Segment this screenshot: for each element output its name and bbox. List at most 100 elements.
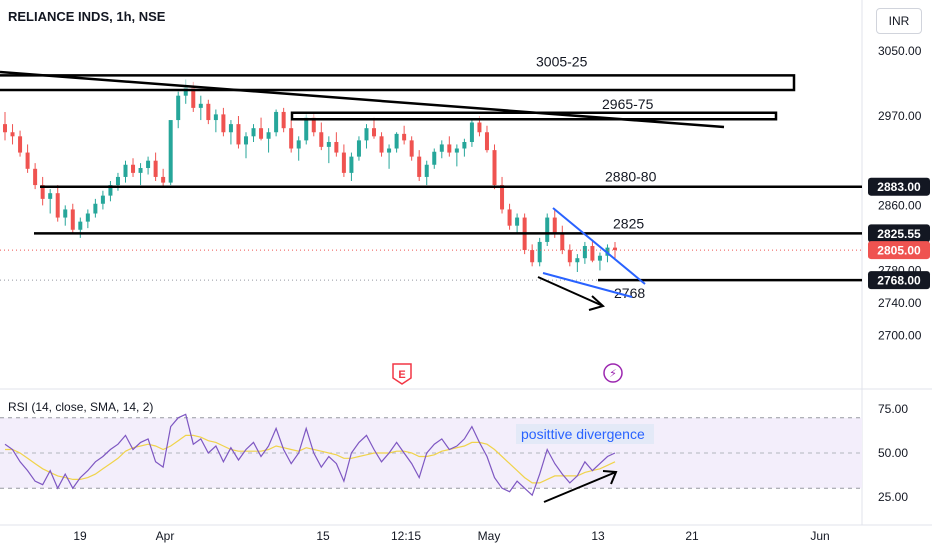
candle-body bbox=[281, 111, 286, 129]
candle-body bbox=[537, 241, 542, 263]
candle-body bbox=[484, 132, 489, 151]
candle-body bbox=[85, 213, 90, 222]
candle-body bbox=[605, 247, 610, 256]
rsi-arrow-shaft bbox=[543, 471, 617, 503]
candle-body bbox=[191, 87, 196, 108]
candle-body bbox=[3, 124, 7, 133]
candle-body bbox=[176, 95, 181, 121]
candle-body bbox=[462, 142, 467, 149]
candle-body bbox=[402, 133, 407, 141]
candle-body bbox=[93, 203, 98, 214]
price-tick-label: 2700.00 bbox=[878, 328, 922, 342]
candle-body bbox=[304, 117, 309, 141]
zone-label-3005-25: 3005-25 bbox=[536, 53, 588, 69]
price-label-box bbox=[868, 271, 930, 290]
candle-body bbox=[597, 255, 602, 261]
candle-body bbox=[138, 168, 143, 173]
candle-body bbox=[100, 195, 105, 204]
candle-body bbox=[515, 217, 520, 226]
candle-body bbox=[198, 103, 203, 108]
price-tick-label: 2740.00 bbox=[878, 296, 922, 310]
rsi-tick-label: 75.00 bbox=[878, 402, 908, 416]
candle-body bbox=[289, 128, 294, 149]
candle-body bbox=[545, 217, 550, 242]
candle-body bbox=[372, 128, 377, 137]
candle-body bbox=[40, 185, 45, 199]
price-label-box bbox=[868, 177, 930, 196]
candle-body bbox=[613, 247, 617, 251]
candle-body bbox=[582, 246, 587, 259]
candle-body bbox=[326, 142, 331, 147]
candle-body bbox=[477, 122, 482, 133]
candle-body bbox=[379, 136, 384, 153]
candle-body bbox=[356, 140, 361, 157]
candle-body bbox=[349, 156, 354, 173]
candle-body bbox=[251, 128, 256, 137]
earnings-icon[interactable]: E bbox=[392, 363, 412, 385]
zone-label-2965-75: 2965-75 bbox=[602, 96, 654, 112]
candle-body bbox=[567, 250, 572, 263]
rsi-band bbox=[0, 417, 862, 489]
candle-body bbox=[454, 148, 459, 153]
candle-body bbox=[221, 114, 226, 133]
time-tick-label: 12:15 bbox=[391, 529, 421, 543]
dividend-icon[interactable]: ⚡ bbox=[603, 363, 623, 383]
candle-body bbox=[183, 87, 188, 96]
candle-body bbox=[161, 176, 166, 183]
candle-body bbox=[469, 122, 474, 142]
candle-body bbox=[206, 103, 211, 121]
candle-body bbox=[447, 144, 452, 153]
level-label-2880-80: 2880-80 bbox=[605, 169, 657, 185]
candle-body bbox=[266, 132, 271, 139]
price-tick-label: 2860.00 bbox=[878, 198, 922, 212]
price-label-2883.00: 2883.00 bbox=[877, 180, 921, 194]
candle-body bbox=[552, 217, 557, 234]
candle-body bbox=[10, 132, 15, 137]
candle-body bbox=[492, 150, 497, 186]
candle-body bbox=[213, 114, 218, 121]
candle-body bbox=[18, 136, 23, 153]
earnings-icon-letter: E bbox=[398, 369, 405, 381]
candle-body bbox=[417, 156, 422, 177]
price-label-box bbox=[868, 241, 930, 260]
candle-body bbox=[70, 209, 75, 230]
candle-body bbox=[432, 151, 437, 165]
time-tick-label: Jun bbox=[810, 529, 829, 543]
wedge-lower-line bbox=[542, 272, 633, 298]
candle-body bbox=[25, 152, 30, 169]
candle-body bbox=[575, 258, 580, 263]
candle-body bbox=[364, 128, 369, 141]
candle-body bbox=[115, 176, 120, 186]
candle-body bbox=[228, 124, 233, 133]
candle-body bbox=[168, 120, 173, 183]
rsi-line bbox=[4, 413, 616, 497]
candle-body bbox=[319, 132, 324, 147]
rsi-legend: RSI (14, close, SMA, 14, 2) bbox=[8, 400, 154, 414]
candle-body bbox=[439, 144, 444, 152]
level-label-2768: 2768 bbox=[614, 285, 645, 301]
candle-body bbox=[55, 193, 60, 218]
candle-body bbox=[63, 209, 68, 218]
time-tick-label: Apr bbox=[156, 529, 175, 543]
price-arrow-head bbox=[588, 295, 606, 311]
candle-body bbox=[274, 111, 279, 133]
price-tick-label: 3050.00 bbox=[878, 44, 922, 58]
time-tick-label: May bbox=[478, 529, 501, 543]
candle-body bbox=[259, 128, 264, 139]
candle-body bbox=[131, 164, 136, 173]
candle-body bbox=[78, 221, 83, 230]
time-tick-label: 19 bbox=[73, 529, 87, 543]
zone-3005-25 bbox=[0, 74, 796, 92]
candle-body bbox=[153, 160, 158, 177]
dividend-icon-glyph: ⚡ bbox=[609, 367, 617, 380]
candle-body bbox=[243, 136, 248, 145]
candle-body bbox=[507, 209, 512, 226]
price-label-2825.55: 2825.55 bbox=[877, 227, 921, 241]
candle-body bbox=[341, 152, 346, 173]
candle-body bbox=[424, 164, 429, 177]
divergence-label-bg bbox=[516, 424, 654, 444]
candle-body bbox=[146, 160, 151, 168]
price-label-box bbox=[868, 224, 930, 243]
currency-button[interactable]: INR bbox=[876, 8, 922, 34]
